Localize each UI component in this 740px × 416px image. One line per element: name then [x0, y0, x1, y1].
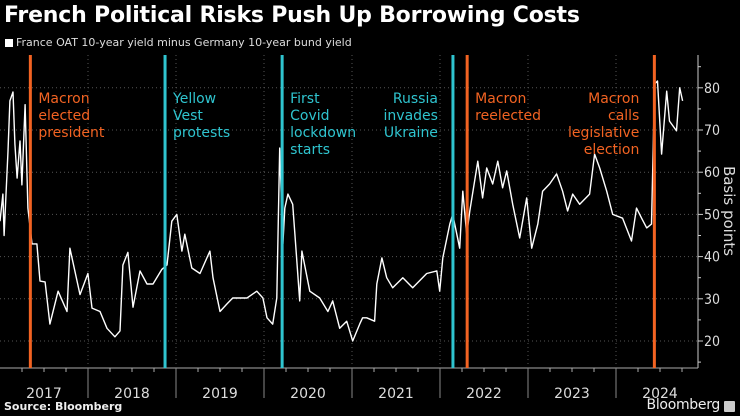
x-tick-label: 2024	[642, 386, 678, 402]
y-tick-label: 50	[704, 207, 720, 223]
event-label: protests	[173, 125, 230, 141]
event-label: reelected	[475, 108, 541, 124]
y-tick-label: 80	[704, 81, 720, 97]
x-tick-label: 2020	[290, 386, 326, 402]
source-note: Source: Bloomberg	[4, 400, 123, 413]
event-label: calls	[608, 108, 639, 124]
y-tick-label: 60	[704, 165, 720, 181]
event-label: Covid	[290, 108, 329, 124]
event-label: Yellow	[172, 91, 216, 107]
bloomberg-logo: Bloomberg	[646, 397, 721, 413]
event-label: lockdown	[290, 125, 356, 141]
event-label: election	[584, 142, 640, 158]
event-label: Ukraine	[384, 125, 438, 141]
x-tick-label: 2017	[26, 386, 62, 402]
event-label: elected	[38, 108, 90, 124]
chart-title: French Political Risks Push Up Borrowing…	[4, 3, 580, 28]
x-tick-label: 2023	[554, 386, 590, 402]
y-tick-label: 70	[704, 123, 720, 139]
event-label: Vest	[173, 108, 203, 124]
y-tick-label: 40	[704, 250, 720, 266]
x-tick-label: 2021	[378, 386, 414, 402]
y-tick-label: 20	[704, 334, 720, 350]
legend-swatch	[5, 38, 13, 47]
event-label: president	[38, 125, 105, 141]
y-tick-label: 30	[704, 292, 720, 308]
x-tick-label: 2022	[466, 386, 502, 402]
event-label: invades	[384, 108, 438, 124]
bloomberg-terminal-icon	[724, 401, 735, 412]
event-label: First	[290, 91, 320, 107]
event-label: Macron	[588, 91, 639, 107]
spread-series-line	[0, 80, 684, 342]
legend-label: France OAT 10-year yield minus Germany 1…	[16, 36, 352, 49]
x-tick-label: 2019	[202, 386, 238, 402]
legend: France OAT 10-year yield minus Germany 1…	[5, 36, 352, 49]
event-label: Macron	[38, 91, 89, 107]
x-tick-label: 2018	[114, 386, 150, 402]
event-label: starts	[290, 142, 330, 158]
y-axis-label: Basis points	[720, 166, 738, 256]
event-label: legislative	[568, 125, 639, 141]
event-label: Macron	[475, 91, 526, 107]
event-label: Russia	[393, 91, 438, 107]
